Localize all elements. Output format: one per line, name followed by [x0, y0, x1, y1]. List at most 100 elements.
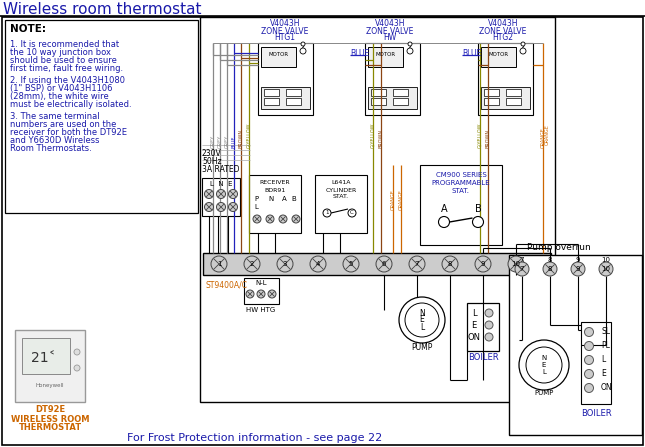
Text: 9: 9 — [481, 261, 485, 267]
Text: Room Thermostats.: Room Thermostats. — [10, 144, 92, 153]
Circle shape — [399, 297, 445, 343]
Text: HTG2: HTG2 — [493, 34, 513, 42]
Text: STAT.: STAT. — [452, 188, 470, 194]
Circle shape — [599, 262, 613, 276]
Text: V4043H: V4043H — [488, 20, 518, 29]
Text: V4043H: V4043H — [270, 20, 301, 29]
Text: BOILER: BOILER — [580, 409, 611, 418]
Circle shape — [266, 215, 274, 223]
Circle shape — [244, 256, 260, 272]
Text: ORANGE: ORANGE — [390, 189, 395, 210]
Text: MOTOR: MOTOR — [375, 52, 395, 58]
Text: HW HTG: HW HTG — [246, 307, 275, 313]
Text: the 10 way junction box: the 10 way junction box — [10, 48, 111, 57]
Text: G/YELLOW: G/YELLOW — [477, 122, 482, 148]
Text: first time, fault free wiring.: first time, fault free wiring. — [10, 64, 123, 73]
Text: ZONE VALVE: ZONE VALVE — [366, 26, 413, 35]
Circle shape — [584, 342, 593, 350]
Text: ON: ON — [468, 333, 481, 342]
Text: BLUE: BLUE — [232, 135, 237, 148]
Circle shape — [439, 216, 450, 228]
Text: (28mm), the white wire: (28mm), the white wire — [10, 92, 109, 101]
Text: A: A — [282, 196, 286, 202]
Text: 10: 10 — [602, 266, 611, 272]
Bar — [5, 20, 198, 213]
Text: L: L — [254, 204, 258, 210]
Text: P: P — [254, 196, 258, 202]
Text: 7: 7 — [415, 261, 419, 267]
Bar — [484, 98, 499, 105]
Circle shape — [526, 347, 562, 383]
Bar — [481, 47, 516, 67]
Circle shape — [277, 256, 293, 272]
Text: NOTE:: NOTE: — [10, 24, 46, 34]
Bar — [315, 175, 367, 233]
Circle shape — [246, 290, 254, 298]
Text: CM900 SERIES: CM900 SERIES — [435, 172, 486, 178]
Text: should be used to ensure: should be used to ensure — [10, 56, 117, 65]
Circle shape — [584, 355, 593, 364]
Text: numbers are used on the: numbers are used on the — [10, 120, 116, 129]
Circle shape — [310, 256, 326, 272]
Circle shape — [515, 262, 529, 276]
Text: GREY: GREY — [224, 135, 230, 148]
Circle shape — [376, 256, 392, 272]
Text: G/YELLOW: G/YELLOW — [246, 122, 252, 148]
Text: MOTOR: MOTOR — [488, 52, 508, 58]
Circle shape — [268, 290, 276, 298]
Circle shape — [301, 42, 305, 46]
Bar — [481, 87, 530, 109]
Bar — [478, 43, 533, 115]
Bar — [264, 89, 279, 96]
Text: 1. It is recommended that: 1. It is recommended that — [10, 40, 119, 49]
Bar — [261, 87, 310, 109]
Text: STAT.: STAT. — [333, 194, 349, 199]
Circle shape — [473, 216, 484, 228]
Circle shape — [409, 256, 425, 272]
Circle shape — [217, 202, 226, 211]
Circle shape — [204, 190, 213, 198]
Bar — [506, 98, 521, 105]
Bar — [203, 253, 551, 275]
Text: PROGRAMMABLE: PROGRAMMABLE — [432, 180, 490, 186]
Text: 9: 9 — [576, 257, 580, 263]
Bar — [484, 89, 499, 96]
Text: L  N  E: L N E — [210, 181, 232, 187]
Bar — [368, 87, 417, 109]
Bar — [258, 43, 313, 115]
Text: L: L — [471, 308, 476, 317]
Text: B: B — [475, 204, 481, 214]
Text: N: N — [268, 196, 273, 202]
Text: L641A: L641A — [332, 181, 351, 186]
Text: 6: 6 — [382, 261, 386, 267]
Text: BLUE: BLUE — [350, 49, 369, 58]
Bar — [506, 89, 521, 96]
Circle shape — [521, 42, 525, 46]
Text: GREY: GREY — [210, 135, 215, 148]
Text: ZONE VALVE: ZONE VALVE — [479, 26, 527, 35]
Text: 5: 5 — [349, 261, 353, 267]
Text: Wireless room thermostat: Wireless room thermostat — [3, 3, 201, 17]
Bar — [509, 255, 642, 435]
Circle shape — [485, 321, 493, 329]
Text: RECEIVER: RECEIVER — [260, 181, 290, 186]
Bar — [249, 175, 301, 233]
Text: N: N — [541, 355, 546, 361]
Circle shape — [508, 256, 524, 272]
Text: L: L — [542, 369, 546, 375]
Circle shape — [228, 190, 237, 198]
Text: V4043H: V4043H — [375, 20, 405, 29]
Circle shape — [571, 262, 585, 276]
Text: 8: 8 — [548, 257, 552, 263]
Text: 50Hz: 50Hz — [202, 156, 222, 165]
Text: ST9400A/C: ST9400A/C — [205, 281, 247, 290]
Text: CYLINDER: CYLINDER — [325, 187, 357, 193]
Bar — [264, 98, 279, 105]
Text: BOILER: BOILER — [468, 354, 499, 363]
Text: (1" BSP) or V4043H1106: (1" BSP) or V4043H1106 — [10, 84, 112, 93]
Text: PL: PL — [601, 342, 610, 350]
Bar — [202, 178, 240, 216]
Circle shape — [300, 48, 306, 54]
Circle shape — [584, 328, 593, 337]
Text: 8: 8 — [448, 261, 452, 267]
